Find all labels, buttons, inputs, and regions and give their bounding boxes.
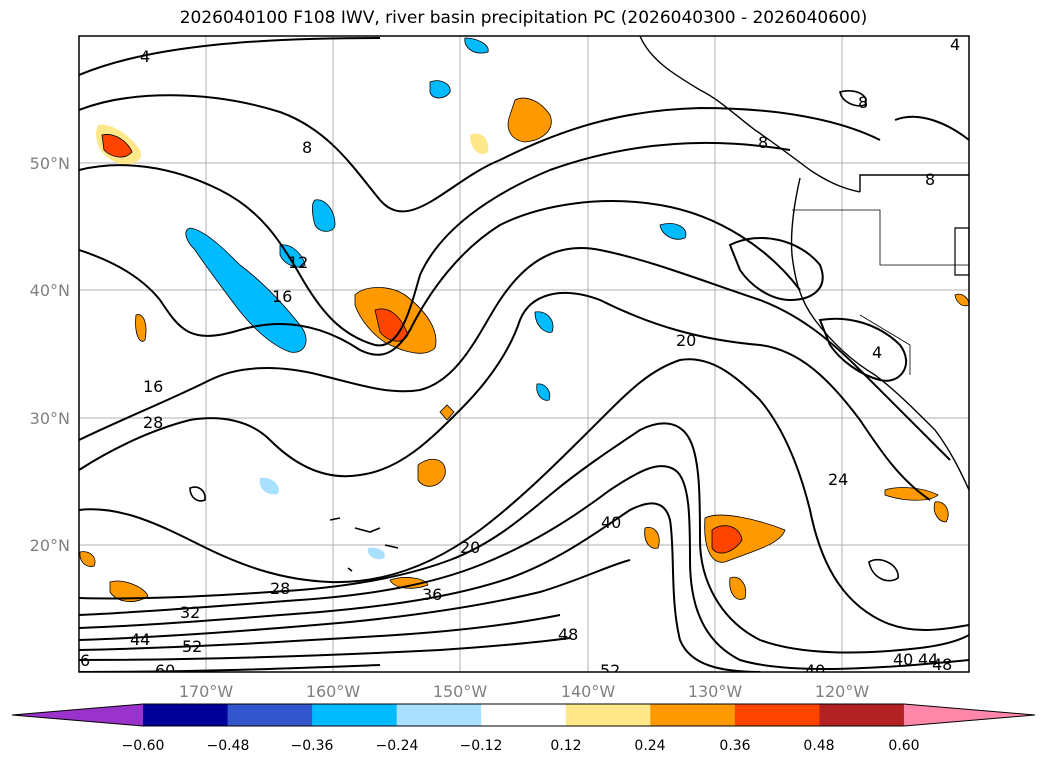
coastlines <box>329 36 969 572</box>
lon-tick-label: 150°W <box>433 682 488 701</box>
colorbar-tick-label: −0.36 <box>291 738 334 754</box>
lat-tick-label: 30°N <box>30 409 70 428</box>
contour-label: 8 <box>858 93 868 112</box>
precip-blobs <box>79 37 969 602</box>
contour-label: 20 <box>676 331 696 350</box>
colorbar-segment <box>819 704 905 726</box>
contour-label: 52 <box>600 661 620 680</box>
contour-label: 4 <box>140 47 150 66</box>
contour-label: 4 <box>872 343 882 362</box>
colorbar-segment <box>227 704 313 726</box>
map-frame <box>78 35 970 673</box>
lon-tick-label: 130°W <box>688 682 743 701</box>
colorbar-outline <box>11 703 1036 727</box>
colorbar-tick-label: 0.12 <box>550 738 581 754</box>
contour-label: 60 <box>155 661 175 680</box>
colorbar-segment <box>734 704 820 726</box>
contour-label: 16 <box>272 287 292 306</box>
contour-label: 40 <box>893 650 913 669</box>
map-title: 2026040100 F108 IWV, river basin precipi… <box>179 8 868 28</box>
lon-tick-label: 140°W <box>561 682 616 701</box>
contour-label: 8 <box>758 133 768 152</box>
lat-ticks: 50°N 40°N 30°N 20°N <box>30 154 70 555</box>
lat-tick-label: 50°N <box>30 154 70 173</box>
lon-tick-label: 120°W <box>815 682 870 701</box>
lon-tick-label: 160°W <box>306 682 361 701</box>
contour-labels: 4 8 12 16 16 28 20 20 24 40 36 28 32 44 … <box>80 35 960 680</box>
contour-label: 16 <box>143 377 163 396</box>
contour-label: 44 <box>130 630 150 649</box>
colorbar-tick-label: −0.12 <box>460 738 503 754</box>
colorbar-extend-low <box>12 704 143 726</box>
colorbar-tick-label: −0.24 <box>376 738 419 754</box>
contour-label: 8 <box>925 170 935 189</box>
lat-tick-label: 20°N <box>30 536 70 555</box>
contour-label: 24 <box>828 470 848 489</box>
lon-tick-label: 170°W <box>179 682 234 701</box>
colorbar <box>11 703 1036 727</box>
contour-label: 52 <box>182 637 202 656</box>
colorbar-segment <box>143 704 229 726</box>
contour-label: 48 <box>558 625 578 644</box>
colorbar-segment <box>396 704 482 726</box>
contour-label: 8 <box>302 138 312 157</box>
contour-label: 44 <box>918 650 938 669</box>
lon-ticks: 170°W 160°W 150°W 140°W 130°W 120°W <box>179 682 870 701</box>
graticule <box>79 36 969 672</box>
colorbar-tick-label: −0.60 <box>122 738 165 754</box>
contour-label: 20 <box>460 538 480 557</box>
lat-tick-label: 40°N <box>30 281 70 300</box>
colorbar-tick-label: 0.48 <box>803 738 834 754</box>
colorbar-ticks: −0.60 −0.48 −0.36 −0.24 −0.12 0.12 0.24 … <box>122 738 920 754</box>
contour-label: 40 <box>805 661 825 680</box>
colorbar-tick-label: 0.36 <box>719 738 750 754</box>
contour-label: 28 <box>270 579 290 598</box>
iwv-contours <box>79 37 969 672</box>
contour-label: 4 <box>950 35 960 54</box>
colorbar-segment <box>650 704 736 726</box>
contour-label: 36 <box>422 585 442 604</box>
colorbar-tick-label: 0.24 <box>634 738 665 754</box>
colorbar-segment <box>565 704 651 726</box>
colorbar-tick-label: 0.60 <box>888 738 919 754</box>
contour-label: 48 <box>932 655 952 674</box>
colorbar-segment <box>312 704 398 726</box>
contour-label: 6 <box>80 651 90 670</box>
colorbar-segment <box>481 704 567 726</box>
contour-label: 32 <box>180 603 200 622</box>
contour-label: 28 <box>143 413 163 432</box>
contour-label: 12 <box>288 253 308 272</box>
colorbar-extend-high <box>903 704 1035 726</box>
contour-label: 40 <box>601 513 621 532</box>
colorbar-tick-label: −0.48 <box>207 738 250 754</box>
